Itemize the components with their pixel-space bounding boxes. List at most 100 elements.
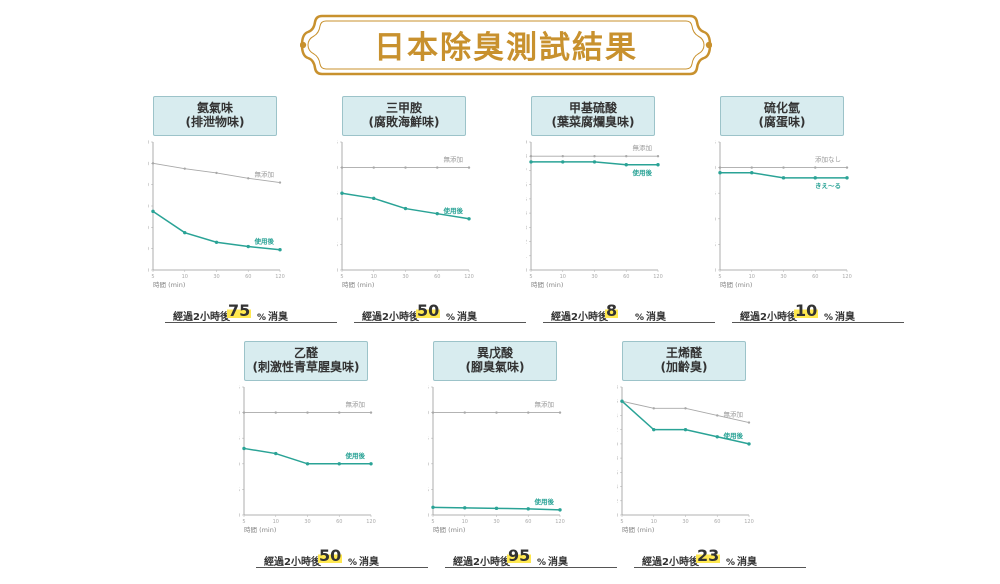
chart-title: 氨氣味 xyxy=(196,101,233,115)
y-tick-label: 5 xyxy=(715,242,716,248)
y-tick-label: 1 xyxy=(526,254,527,260)
title-banner: 日本除臭測試結果 xyxy=(300,12,712,78)
y-tick-label: 0 xyxy=(239,513,240,519)
result-prefix: 經過2小時後 xyxy=(264,557,321,568)
chart-header: 硫化氫 (腐蛋味) xyxy=(720,96,844,136)
x-tick-label: 120 xyxy=(275,274,285,280)
y-tick-label: 20 xyxy=(428,411,429,417)
result-suffix: 消臭 xyxy=(359,557,380,568)
y-tick-label: 20 xyxy=(715,166,716,172)
series-label: 使用後 xyxy=(443,206,464,215)
series-label: 使用後 xyxy=(254,237,275,246)
data-point xyxy=(337,462,341,466)
x-axis-label: 時間 (min) xyxy=(622,526,654,534)
result-prefix: 經過2小時後 xyxy=(362,312,419,323)
data-point xyxy=(529,160,533,164)
x-tick-label: 5 xyxy=(620,519,623,525)
y-tick-label: 6 xyxy=(526,183,527,189)
result-prefix: 經過2小時後 xyxy=(453,557,510,568)
data-point xyxy=(592,160,597,164)
data-point xyxy=(716,414,719,417)
x-tick-label: 60 xyxy=(245,274,251,280)
x-tick-label: 60 xyxy=(812,274,818,280)
data-point xyxy=(750,171,754,175)
y-tick-label: 15 xyxy=(337,191,338,197)
result-suffix: 消臭 xyxy=(548,557,569,568)
result-prefix: 經過2小時後 xyxy=(642,557,699,568)
x-tick-label: 60 xyxy=(434,274,440,280)
x-tick-label: 5 xyxy=(151,274,154,280)
data-point xyxy=(463,411,466,414)
x-axis-label: 時間 (min) xyxy=(342,281,374,289)
result-percent: 10 xyxy=(794,301,819,320)
y-tick-label: 10 xyxy=(715,217,716,223)
series-label: 使用後 xyxy=(345,451,366,460)
data-point xyxy=(747,421,751,424)
y-tick-label: 8 xyxy=(617,456,618,462)
y-tick-label: 120 xyxy=(148,140,149,146)
chart-subtitle: (腳臭氣味) xyxy=(465,360,525,374)
x-tick-label: 120 xyxy=(842,274,852,280)
y-tick-label: 3 xyxy=(526,225,527,231)
data-point xyxy=(715,435,719,439)
result-suffix-wrap: % 消臭 xyxy=(257,308,288,323)
result-percent: 23 xyxy=(696,546,721,565)
series-label: 無添加 xyxy=(444,155,464,164)
percent-sign: % xyxy=(446,313,456,323)
y-tick-label: 0 xyxy=(526,268,527,274)
y-tick-label: 60 xyxy=(148,204,149,210)
result-line: 經過2小時後 95 % 消臭 xyxy=(445,546,617,568)
data-point xyxy=(652,427,656,432)
data-point xyxy=(435,211,439,216)
result-percent: 50 xyxy=(416,301,441,320)
data-point xyxy=(183,167,186,170)
percent-sign: % xyxy=(348,558,358,568)
chart-subtitle: (刺激性青草腥臭味) xyxy=(252,360,360,374)
data-point xyxy=(561,155,564,158)
data-point xyxy=(467,217,471,221)
y-tick-label: 40 xyxy=(148,225,149,231)
chart-subtitle: (排泄物味) xyxy=(185,115,245,129)
chart-subtitle: (腐蛋味) xyxy=(758,115,806,129)
data-point xyxy=(305,462,310,466)
data-point xyxy=(274,451,278,456)
data-point xyxy=(431,505,435,510)
chart-panel-methyl-sulfate: 甲基硫酸 (葉菜腐爛臭味) 0 1 2 3 4 5 6 7 8 9 5 10 30 60 120 時間 (mi… xyxy=(526,96,716,336)
result-suffix-wrap: % 消臭 xyxy=(446,308,477,323)
x-tick-label: 30 xyxy=(304,519,310,525)
series-label: 無添加 xyxy=(633,143,653,152)
data-point xyxy=(403,206,408,211)
series-label: 無添加 xyxy=(535,400,555,409)
result-percent: 8 xyxy=(605,301,619,320)
result-line: 經過2小時後 8 % 消臭 xyxy=(543,301,715,323)
chart-plot: 05101520255103060120時間 (min)異戊酸濃度(ppm)無添… xyxy=(428,385,565,534)
x-tick-label: 30 xyxy=(402,274,408,280)
y-tick-label: 18 xyxy=(617,385,618,391)
data-point xyxy=(214,240,219,244)
x-tick-label: 30 xyxy=(682,519,688,525)
y-tick-label: 15 xyxy=(239,436,240,442)
data-point xyxy=(278,248,282,252)
data-point xyxy=(215,171,218,175)
data-point xyxy=(814,166,817,169)
data-point xyxy=(372,166,375,169)
x-tick-label: 60 xyxy=(336,519,342,525)
data-point xyxy=(247,177,250,180)
y-tick-label: 25 xyxy=(239,385,240,391)
x-tick-label: 5 xyxy=(718,274,721,280)
chart-header: 異戊酸 (腳臭氣味) xyxy=(433,341,557,381)
chart-panel-trimethylamine: 三甲胺 (腐敗海鮮味) 05101520255103060120時間 (min)… xyxy=(337,96,527,336)
x-tick-label: 10 xyxy=(462,519,468,525)
result-line: 經過2小時後 50 % 消臭 xyxy=(256,546,428,568)
data-point xyxy=(558,508,562,512)
chart-title: 王烯醛 xyxy=(665,346,702,360)
y-tick-label: 12 xyxy=(617,428,618,434)
series-label: 無添加 xyxy=(346,400,366,409)
x-tick-label: 60 xyxy=(525,519,531,525)
data-point xyxy=(246,244,250,249)
result-percent: 95 xyxy=(507,546,532,565)
chart-header: 王烯醛 (加齡臭) xyxy=(622,341,746,381)
chart-title: 三甲胺 xyxy=(385,101,422,115)
chart-plot: 01234567895103060120時間 (min)甲基硫酸濃度(ppm)無… xyxy=(526,140,663,289)
y-tick-label: 4 xyxy=(617,485,618,491)
